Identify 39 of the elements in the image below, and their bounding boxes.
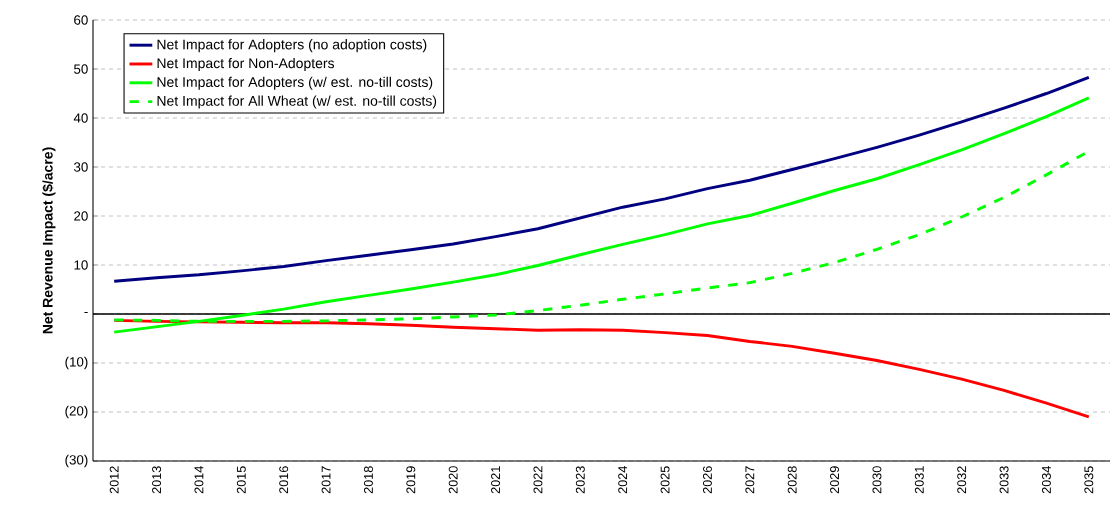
x-tick-label: 2032 <box>957 466 967 494</box>
y-tick-label: 20 <box>74 211 88 221</box>
x-tick-label: 2027 <box>745 466 755 494</box>
y-tick-label: (30) <box>65 454 88 468</box>
y-tick-label: 10 <box>74 260 88 270</box>
legend-label: Net Impact for Non-Adopters <box>157 57 335 71</box>
y-axis-title: Net Revenue Impact ($/acre) <box>42 147 56 334</box>
x-tick-label: 2034 <box>1041 466 1051 494</box>
legend-label: Net Impact for Adopters (w/ est. no-till costs) <box>157 76 433 90</box>
x-tick-label: 2023 <box>575 466 585 494</box>
y-tick-label: 60 <box>74 15 88 25</box>
x-tick-label: 2021 <box>491 466 501 494</box>
y-tick-label: (20) <box>65 405 88 419</box>
x-tick-label: 2018 <box>363 466 373 494</box>
x-tick-label: 2017 <box>321 466 331 494</box>
x-tick-label: 2030 <box>872 466 882 494</box>
x-tick-label: 2031 <box>914 466 924 494</box>
x-tick-label: 2033 <box>999 466 1009 494</box>
legend-label: Net Impact for All Wheat (w/ est. no-till costs) <box>157 95 437 109</box>
x-tick-label: 2025 <box>660 466 670 494</box>
x-tick-label: 2015 <box>236 466 246 494</box>
x-tick-label: 2024 <box>618 466 628 494</box>
y-tick-label: 30 <box>73 162 88 172</box>
x-tick-label: 2019 <box>406 466 416 494</box>
y-tick-label: 50 <box>74 64 88 74</box>
x-tick-label: 2022 <box>533 466 543 494</box>
y-tick-label: 40 <box>73 113 88 123</box>
x-tick-label: 2020 <box>448 466 458 494</box>
y-tick-label: - <box>84 311 88 313</box>
y-tick-label: (10) <box>65 356 88 370</box>
x-tick-label: 2012 <box>109 466 119 494</box>
x-tick-label: 2028 <box>787 466 797 494</box>
x-tick-label: 2029 <box>830 466 840 494</box>
x-tick-label: 2016 <box>279 466 289 494</box>
legend-label: Net Impact for Adopters (no adoption costs) <box>157 39 427 53</box>
x-tick-label: 2014 <box>194 466 204 494</box>
x-tick-label: 2026 <box>702 466 712 494</box>
x-tick-label: 2013 <box>152 466 162 494</box>
x-tick-label: 2035 <box>1084 466 1094 494</box>
